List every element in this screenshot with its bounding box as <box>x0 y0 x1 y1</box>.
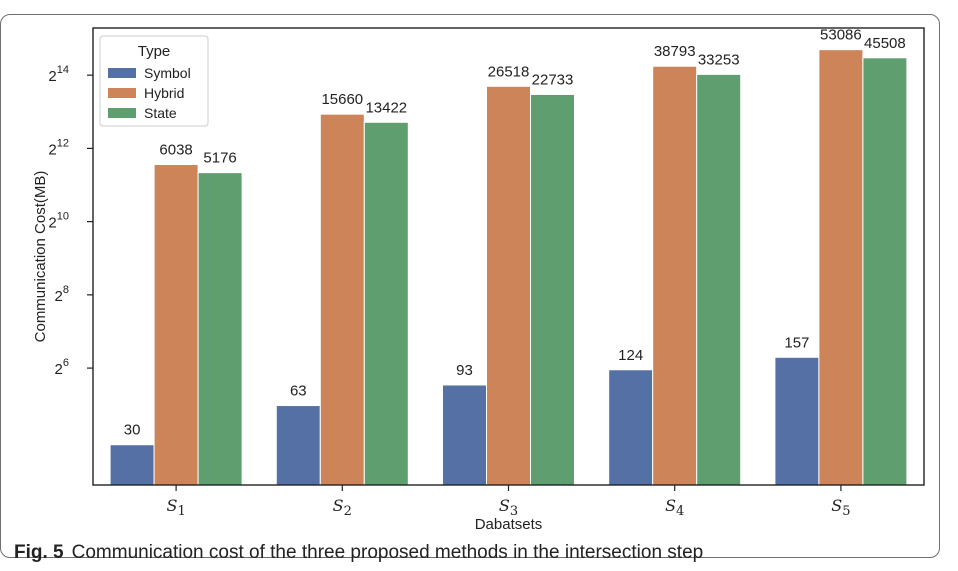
data-label-symbol-5: 157 <box>784 334 809 351</box>
bar-symbol-2 <box>275 405 321 486</box>
bar-hybrid-3 <box>486 85 531 486</box>
figure-caption-text: Communication cost of the three proposed… <box>71 542 704 563</box>
data-label-state-3: 22733 <box>532 71 574 88</box>
data-label-symbol-1: 30 <box>124 422 141 439</box>
bar-state-2 <box>363 121 409 486</box>
data-label-hybrid-2: 15660 <box>321 91 363 108</box>
bar-state-4 <box>696 73 742 486</box>
x-tick-label-5: S5 <box>831 496 850 519</box>
y-tick-label-2: 210 <box>48 211 69 232</box>
data-label-symbol-4: 124 <box>618 347 643 364</box>
x-tick-label-3: S3 <box>499 496 518 519</box>
y-tick-label-4: 214 <box>48 64 69 85</box>
figure-caption: Fig. 5 Communication cost of the three pr… <box>14 542 703 564</box>
legend-box <box>99 35 209 127</box>
y-tick-label-1: 28 <box>55 284 69 305</box>
data-label-symbol-3: 93 <box>456 362 473 379</box>
legend-title: Type <box>138 43 171 60</box>
bar-hybrid-2 <box>319 113 365 486</box>
legend-label-symbol: Symbol <box>144 65 191 81</box>
bar-symbol-4 <box>608 369 654 486</box>
legend-swatch-symbol <box>108 68 136 78</box>
data-label-hybrid-1: 6038 <box>159 142 192 159</box>
data-label-hybrid-3: 26518 <box>488 63 530 80</box>
bar-symbol-3 <box>442 384 487 486</box>
x-tick-label-4: S4 <box>665 496 684 519</box>
y-tick-label-3: 212 <box>48 137 69 158</box>
figure-label: Fig. 5 <box>14 542 64 563</box>
data-label-state-1: 5176 <box>203 150 236 167</box>
y-axis-label: Communication Cost(MB) <box>32 171 49 343</box>
legend-label-hybrid: Hybrid <box>144 85 184 101</box>
legend-swatch-hybrid <box>108 88 136 98</box>
x-tick-label-1: S1 <box>166 496 185 519</box>
x-axis-label: Dabatsets <box>475 516 543 533</box>
legend-swatch-state <box>108 108 136 118</box>
bar-hybrid-5 <box>818 49 864 486</box>
bar-symbol-5 <box>774 356 820 486</box>
x-tick-label-2: S2 <box>333 496 352 519</box>
bar-state-3 <box>530 93 575 486</box>
data-label-state-5: 45508 <box>864 35 906 52</box>
data-label-state-4: 33253 <box>698 51 740 68</box>
data-label-symbol-2: 63 <box>290 383 307 400</box>
bar-hybrid-1 <box>153 164 199 486</box>
data-label-hybrid-4: 38793 <box>654 43 696 60</box>
bar-hybrid-4 <box>652 65 698 486</box>
legend-label-state: State <box>144 105 177 121</box>
data-label-hybrid-5: 53086 <box>820 27 862 44</box>
y-tick-label-0: 26 <box>55 357 69 378</box>
bar-state-1 <box>197 172 243 486</box>
data-label-state-2: 13422 <box>365 99 407 116</box>
bar-symbol-1 <box>109 444 155 486</box>
bar-state-5 <box>862 57 908 486</box>
